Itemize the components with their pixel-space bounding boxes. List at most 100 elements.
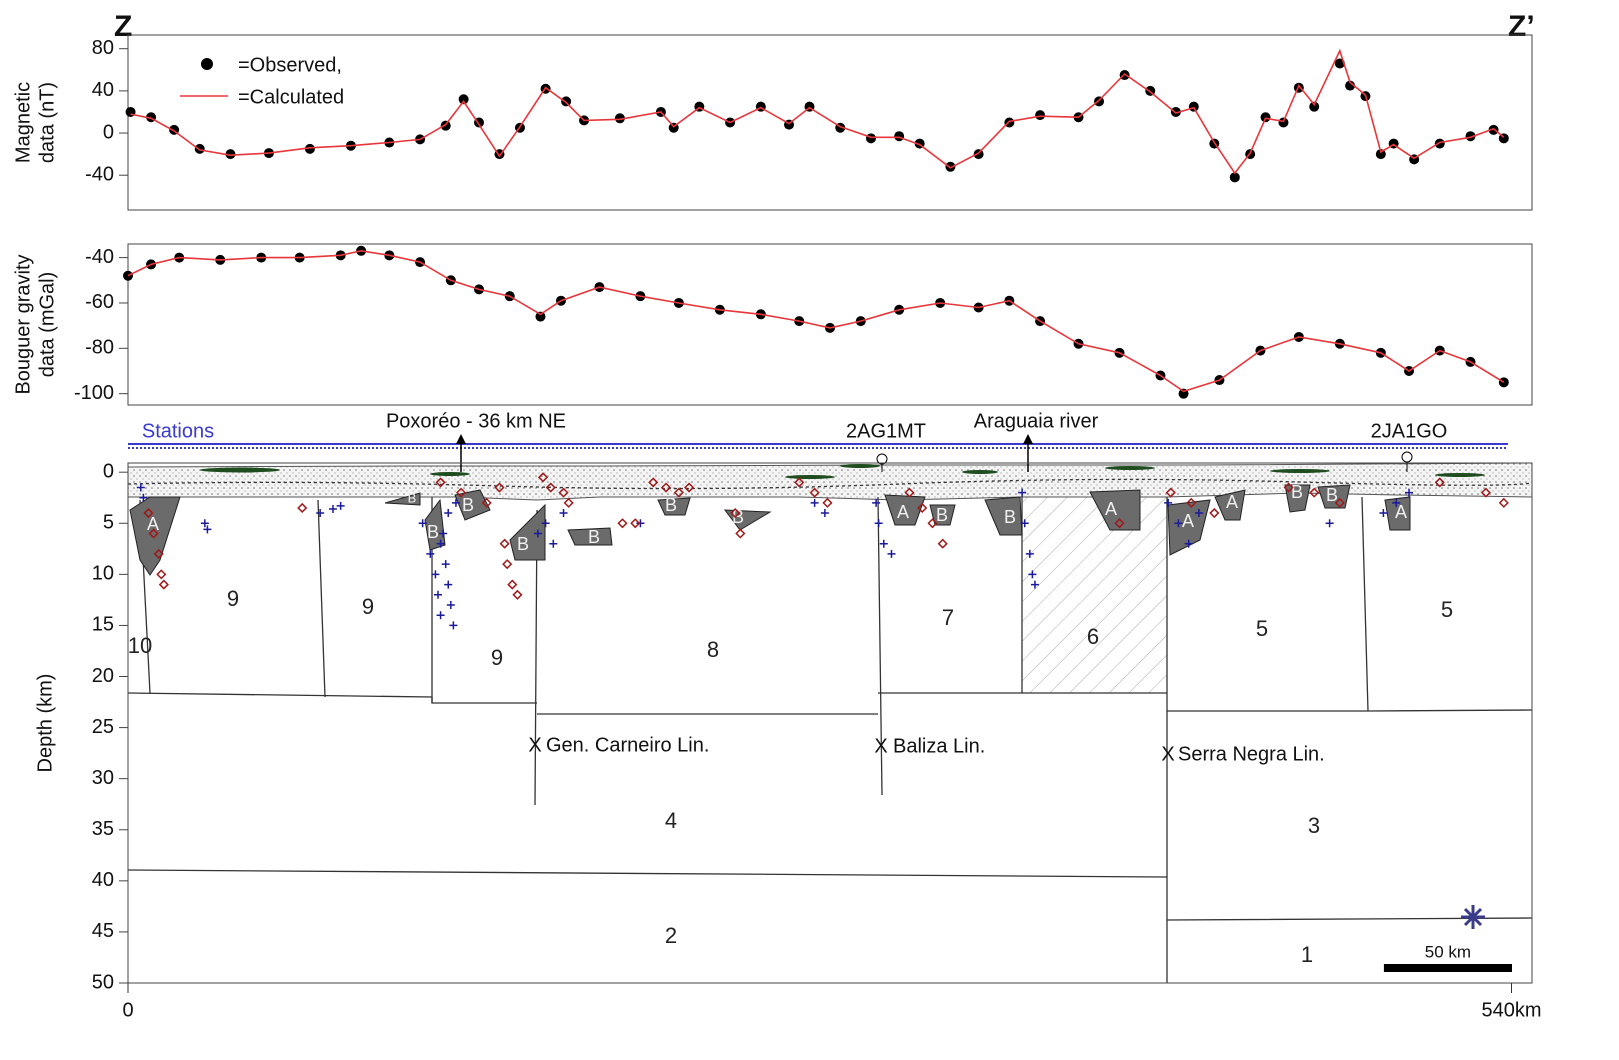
hypocenter-diamond	[904, 487, 915, 498]
hypocenter-diamond	[435, 477, 446, 488]
y-axis-label: data (nT)	[36, 82, 58, 163]
body-label: B	[588, 527, 600, 547]
hypocenter-cross	[1379, 509, 1388, 518]
body-label: B	[462, 495, 474, 515]
hypocenter-diamond	[1480, 487, 1491, 498]
hypocenter-diamond	[545, 482, 556, 493]
hypocenter-diamond	[156, 569, 167, 580]
hypocenter-cross	[533, 529, 542, 538]
plot-frame	[127, 34, 1533, 211]
body-label: A	[1395, 502, 1407, 522]
y-tick-label: 40	[92, 79, 114, 101]
hypocenter-diamond	[917, 502, 928, 514]
block-label: 5	[1441, 597, 1453, 622]
scale-bar-label: 50 km	[1425, 942, 1471, 961]
body-label: A	[147, 514, 159, 534]
hypocenter-cross	[444, 509, 453, 518]
y-tick-label: 80	[92, 37, 114, 59]
y-tick-label: -80	[85, 337, 114, 359]
hypocenter-cross	[431, 570, 440, 579]
legend-symbol	[201, 58, 213, 70]
body-label: B	[732, 507, 744, 527]
hypocenter-cross	[336, 501, 345, 510]
hypocenter-cross	[1325, 519, 1334, 528]
marker-label: 2AG1MT	[846, 420, 926, 442]
hypocenter-diamond	[558, 487, 569, 498]
hypocenter-cross	[328, 504, 337, 513]
hypocenter-cross	[439, 529, 448, 538]
hypocenter-cross	[1028, 570, 1037, 579]
legend-label: =Observed,	[238, 54, 342, 76]
profile-start: Z	[114, 10, 132, 43]
body-label: B	[665, 495, 677, 515]
hypocenter-cross	[1020, 519, 1029, 528]
body-label: B	[517, 534, 529, 554]
observed-point	[865, 133, 876, 144]
y-tick-label: 45	[92, 920, 114, 942]
hypocenter-cross	[441, 560, 450, 569]
block-label: 1	[1301, 942, 1313, 967]
body-label: A	[897, 502, 909, 522]
lineament-label: Serra Negra Lin.	[1178, 743, 1325, 765]
hypocenter-cross	[1392, 498, 1401, 507]
observed-point	[1375, 149, 1386, 160]
calculated-line	[130, 48, 1505, 175]
observed-point	[123, 270, 133, 281]
hypocenter-cross	[203, 525, 212, 534]
section-geology: X X X	[127, 434, 1533, 983]
hypocenter-diamond	[1334, 497, 1345, 508]
hypocenter-cross	[1194, 509, 1203, 518]
body-label: B	[427, 522, 439, 542]
hypocenter-cross	[139, 493, 148, 502]
hypocenter-cross	[316, 509, 325, 518]
observed-point	[1309, 101, 1320, 112]
observed-point	[1229, 172, 1240, 183]
observed-point	[1498, 377, 1509, 388]
block-label: 4	[665, 808, 677, 833]
hypocenter-cross	[1184, 539, 1193, 548]
body-label: B	[408, 490, 417, 505]
lineament-label: Baliza Lin.	[893, 735, 985, 757]
y-tick-label: -40	[85, 163, 114, 185]
hypocenter-cross	[1030, 580, 1039, 589]
hypocenter-diamond	[512, 589, 523, 600]
body-label: B	[1004, 507, 1016, 527]
hypocenter-diamond	[158, 579, 169, 590]
hypocenter-diamond	[1209, 507, 1220, 519]
marker-label: Araguaia river	[974, 410, 1099, 432]
observed-point	[1345, 80, 1356, 91]
hypocenter-cross	[136, 483, 145, 492]
hypocenter-diamond	[1434, 477, 1445, 488]
hypocenter-diamond	[1283, 482, 1294, 493]
y-tick-label: -40	[85, 246, 114, 268]
hypocenter-diamond	[937, 538, 948, 549]
observed-point	[225, 149, 236, 160]
hypocenter-cross	[1174, 519, 1183, 528]
y-tick-label: 0	[103, 121, 114, 143]
hypocenter-diamond	[148, 528, 159, 539]
hypocenter-diamond	[927, 518, 938, 529]
hypocenter-diamond	[1114, 518, 1125, 529]
observed-point	[894, 131, 905, 142]
hypocenter-diamond	[297, 502, 308, 514]
x-tick-label: 0	[122, 999, 133, 1021]
block-label: 8	[707, 637, 719, 662]
hypocenter-cross	[449, 621, 458, 630]
hypocenter-cross	[541, 519, 550, 528]
hypocenter-diamond	[153, 548, 164, 559]
y-tick-label: 35	[92, 818, 114, 840]
svg-text:X: X	[528, 734, 541, 756]
calculated-line	[127, 249, 1505, 393]
body-label: A	[1182, 511, 1194, 531]
body-label: B	[936, 505, 948, 525]
y-tick-label: 0	[103, 460, 114, 482]
block-label: 6	[1087, 624, 1099, 649]
observed-point	[1260, 112, 1271, 123]
lineament-label: Gen. Carneiro Lin.	[546, 734, 709, 756]
block-label: 3	[1308, 813, 1320, 838]
hypocenter-diamond	[809, 487, 820, 498]
hypocenter-diamond	[1498, 497, 1509, 508]
hypocenter-diamond	[794, 477, 805, 488]
observed-point	[1035, 110, 1046, 121]
